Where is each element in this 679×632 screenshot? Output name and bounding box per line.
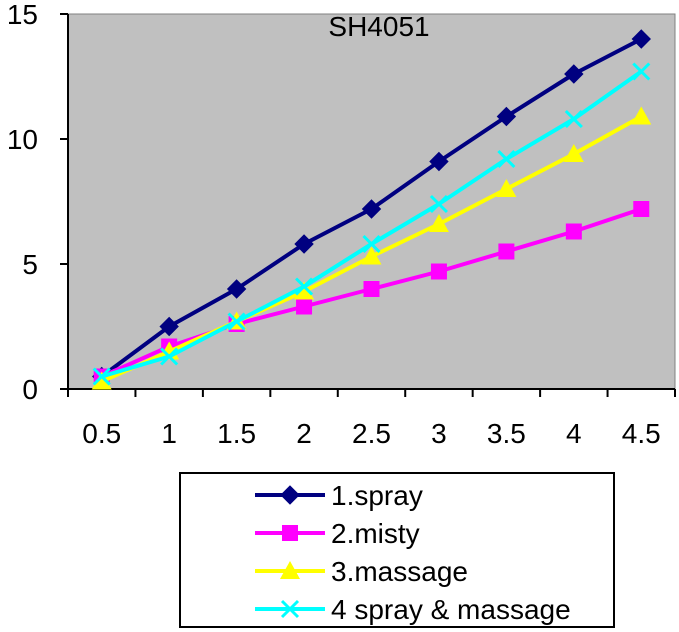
data-point [497,149,516,169]
y-tick-label: 10 [7,124,38,155]
y-tick-labels: 0 5 10 15 [7,0,38,405]
x-tick-label: 2.5 [352,418,391,449]
data-point [91,371,112,390]
series-4 [92,62,651,386]
legend-label: 1.spray [331,480,423,511]
x-tick-label: 3.5 [487,418,526,449]
legend-marker [280,561,300,579]
legend-item: 3.massage [255,556,468,587]
data-point [159,316,179,337]
legend-label: 4 spray & massage [331,594,571,625]
x-marker-stroke [92,367,111,386]
data-point [633,201,650,217]
x-marker-stroke [280,599,300,619]
legend-item: 1.spray [255,480,423,511]
legend-marker [280,485,300,505]
data-point [226,279,247,299]
x-tick-label: 0.5 [82,418,121,449]
data-point [564,109,583,129]
series-layer [91,29,652,390]
legend: 1.spray 2.misty 3.massage 4 spray & massage [179,472,615,628]
data-point [160,347,179,366]
data-point [429,151,449,172]
data-point [294,281,315,300]
chart-title: SH4051 [328,11,429,42]
y-tick-label: 15 [7,0,38,30]
legend-marker [280,599,300,619]
legend-label: 3.massage [331,556,468,587]
data-point [564,64,584,84]
legend-marker [282,525,298,541]
x-marker-stroke [429,194,449,214]
x-marker-stroke [497,149,516,169]
data-point [632,62,651,81]
data-point [294,277,314,296]
data-point [429,194,449,214]
x-tick-label: 1 [161,418,177,449]
y-tick-label: 0 [22,374,38,405]
data-point [496,179,517,197]
x-tick-label: 4 [566,418,582,449]
legend-item: 2.misty [255,518,420,549]
x-marker-stroke [294,277,314,296]
data-point [563,144,584,162]
data-point [296,298,313,315]
data-point [361,199,382,219]
x-tick-labels: 0.5 1 1.5 2 2.5 3 3.5 4 4.5 [82,418,660,449]
data-point [362,234,381,254]
x-marker-stroke [564,109,583,129]
legend-label: 2.misty [331,518,420,549]
data-point [631,29,651,49]
x-tick-label: 3 [431,418,447,449]
x-tick-label: 4.5 [622,418,661,449]
x-marker-stroke [362,234,381,254]
x-marker-stroke [160,347,179,366]
legend-items: 1.spray 2.misty 3.massage 4 spray & massage [255,480,571,625]
data-point [361,246,382,265]
x-tick-label: 2 [296,418,312,449]
data-point [430,263,447,280]
data-point [565,223,582,240]
axes [60,13,676,397]
data-point [498,243,515,260]
data-point [294,234,314,254]
data-point [92,367,111,386]
legend-item: 4 spray & massage [255,594,571,625]
data-point [496,106,517,127]
legend-box [179,472,615,628]
x-marker-stroke [632,62,651,81]
x-tick-label: 1.5 [217,418,256,449]
data-point [631,106,652,125]
data-point [227,312,246,331]
data-point [428,214,449,232]
data-point [363,281,380,297]
y-tick-label: 5 [22,249,38,280]
x-marker-stroke [227,312,246,331]
